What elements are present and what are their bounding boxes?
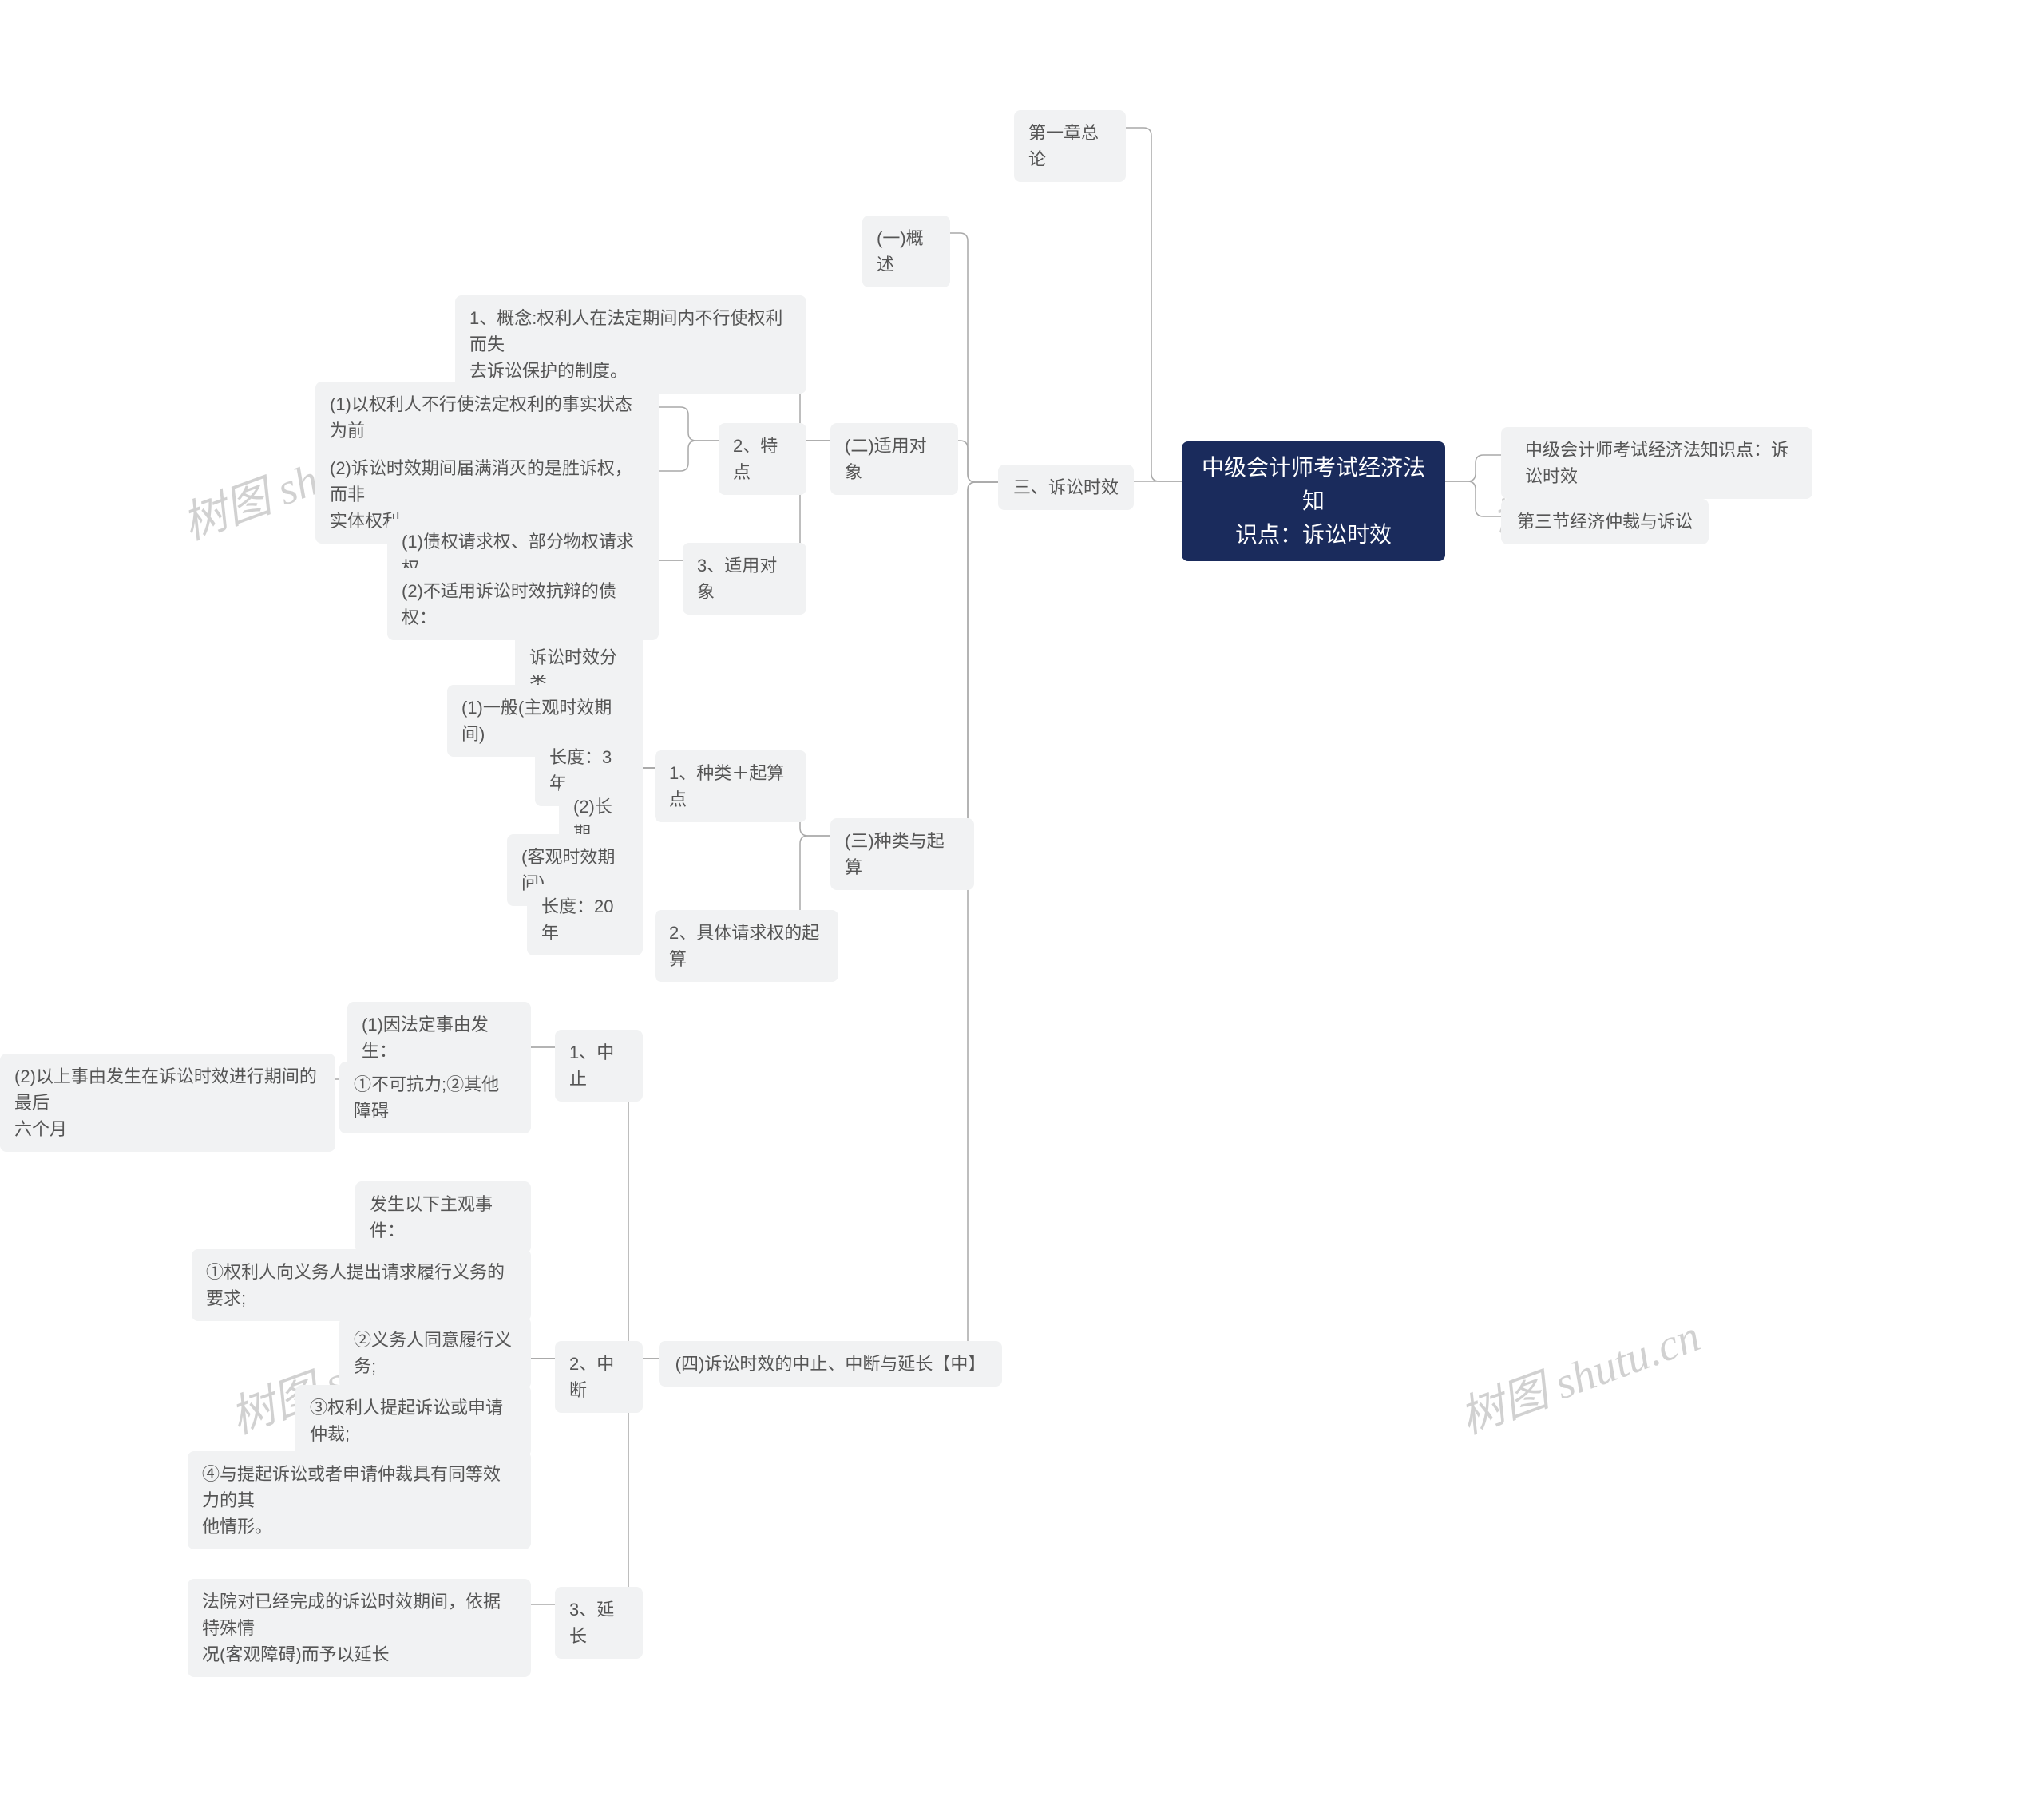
mindmap-node: (2)以上事由发生在诉讼时效进行期间的最后 六个月: [0, 1054, 335, 1152]
mindmap-node: ②义务人同意履行义务;: [339, 1317, 531, 1389]
mindmap-node: 1、概念:权利人在法定期间内不行使权利而失 去诉讼保护的制度。: [455, 295, 806, 394]
connector: [960, 482, 1002, 1359]
mindmap-node: (三)种类与起算: [830, 818, 974, 890]
connector: [958, 441, 998, 482]
root-node: 中级会计师考试经济法知 识点：诉讼时效: [1182, 441, 1445, 561]
mindmap-node: 2、中断: [555, 1341, 643, 1413]
mindmap-node: 1、中止: [555, 1030, 643, 1102]
connector: [1126, 128, 1182, 481]
mindmap-node: 法院对已经完成的诉讼时效期间，依据特殊情 况(客观障碍)而予以延长: [188, 1579, 531, 1677]
mindmap-node: 2、特点: [719, 423, 806, 495]
mindmap-node: (二)适用对象: [830, 423, 958, 495]
mindmap-node: (2)不适用诉讼时效抗辩的债权：: [387, 568, 659, 640]
mindmap-node: 2、具体请求权的起算: [655, 910, 838, 982]
mindmap-node: 3、适用对象: [683, 543, 806, 615]
connector: [1445, 455, 1501, 481]
connector: [1445, 481, 1501, 516]
connector: [659, 441, 719, 471]
mindmap-node: 1、种类＋起算点: [655, 750, 806, 822]
mindmap-node: 长度：20年: [527, 884, 643, 955]
mindmap-node: 第一章总论: [1014, 110, 1126, 182]
mindmap-canvas: 树图 shutu.cn树图 shutu.cn树图 shutu.cn树图 shut…: [0, 0, 2044, 1804]
mindmap-node: ①权利人向义务人提出请求履行义务的要求;: [192, 1249, 531, 1321]
mindmap-node: ④与提起诉讼或者申请仲裁具有同等效力的其 他情形。: [188, 1451, 531, 1549]
mindmap-node: (四)诉讼时效的中止、中断与延长【中】: [659, 1341, 1002, 1387]
mindmap-node: 三、诉讼时效: [998, 465, 1134, 510]
mindmap-node: 中级会计师考试经济法知识点：诉 讼时效: [1501, 427, 1812, 499]
mindmap-node: 发生以下主观事件：: [355, 1181, 531, 1253]
mindmap-node: 第三节经济仲裁与诉讼: [1501, 499, 1709, 544]
mindmap-node: ①不可抗力;②其他障碍: [339, 1062, 531, 1133]
mindmap-node: 3、延长: [555, 1587, 643, 1659]
connector: [960, 482, 998, 836]
mindmap-node: ③权利人提起诉讼或申请仲裁;: [295, 1385, 531, 1457]
mindmap-node: (一)概述: [862, 216, 950, 287]
connector: [659, 407, 719, 441]
watermark: 树图 shutu.cn: [1450, 1300, 1708, 1447]
